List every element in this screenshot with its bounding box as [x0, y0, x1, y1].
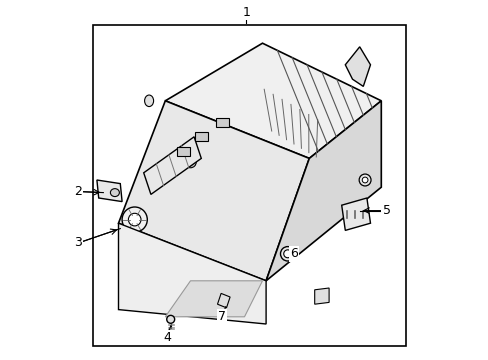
Ellipse shape	[144, 95, 153, 107]
Bar	[177, 147, 189, 156]
Text: 1: 1	[242, 6, 250, 19]
Bar	[216, 118, 229, 127]
Polygon shape	[97, 180, 122, 202]
Text: 3: 3	[74, 237, 82, 249]
Text: 2: 2	[74, 185, 82, 198]
Polygon shape	[345, 47, 370, 86]
Polygon shape	[265, 101, 381, 281]
Ellipse shape	[166, 315, 174, 323]
Ellipse shape	[358, 174, 370, 186]
Bar	[194, 132, 207, 141]
Ellipse shape	[283, 250, 291, 258]
Polygon shape	[314, 288, 328, 304]
Polygon shape	[165, 43, 381, 158]
Ellipse shape	[362, 177, 367, 183]
Polygon shape	[118, 223, 265, 324]
Ellipse shape	[128, 213, 141, 226]
Ellipse shape	[122, 207, 147, 232]
Text: 6: 6	[290, 247, 298, 260]
Polygon shape	[341, 198, 370, 230]
Polygon shape	[217, 293, 230, 308]
Text: 4: 4	[163, 331, 171, 344]
Text: 5: 5	[382, 204, 390, 217]
Polygon shape	[143, 137, 201, 194]
Ellipse shape	[280, 247, 294, 261]
Bar	[93, 25, 406, 346]
Polygon shape	[165, 281, 262, 317]
Ellipse shape	[184, 156, 196, 168]
Text: 7: 7	[217, 310, 225, 323]
Polygon shape	[118, 101, 309, 281]
Ellipse shape	[110, 189, 119, 197]
